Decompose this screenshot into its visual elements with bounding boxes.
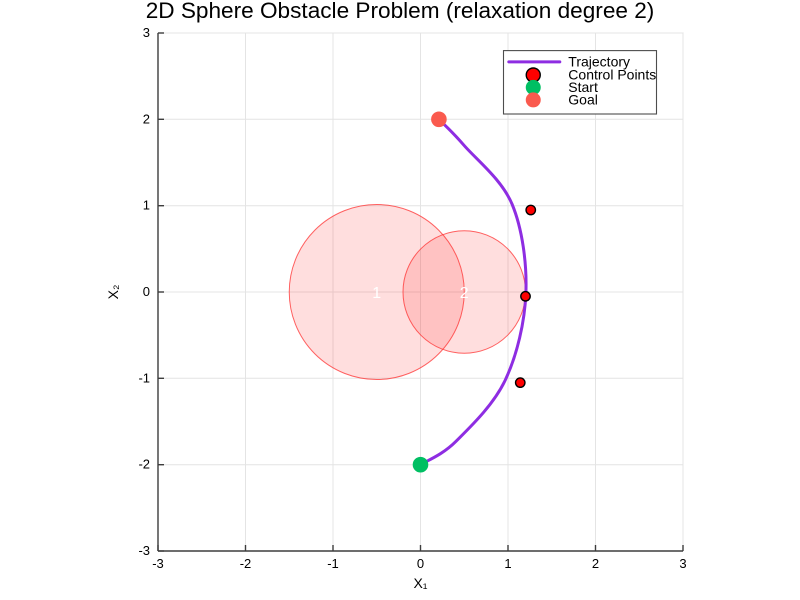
svg-text:1: 1	[372, 285, 381, 302]
svg-text:-2: -2	[240, 556, 252, 571]
svg-text:Goal: Goal	[568, 92, 598, 108]
svg-text:2: 2	[592, 556, 599, 571]
svg-text:-1: -1	[327, 556, 339, 571]
svg-text:1: 1	[143, 198, 150, 213]
svg-text:0: 0	[417, 556, 424, 571]
svg-text:2: 2	[460, 285, 469, 302]
svg-text:-3: -3	[152, 556, 164, 571]
svg-text:X₁: X₁	[413, 575, 427, 591]
svg-text:0: 0	[143, 284, 150, 299]
svg-text:-2: -2	[138, 457, 150, 472]
svg-text:2: 2	[143, 111, 150, 126]
svg-text:3: 3	[679, 556, 686, 571]
svg-text:-3: -3	[138, 543, 150, 558]
svg-text:-1: -1	[138, 370, 150, 385]
svg-text:X₂: X₂	[105, 285, 121, 300]
svg-text:1: 1	[504, 556, 511, 571]
svg-text:3: 3	[143, 25, 150, 40]
